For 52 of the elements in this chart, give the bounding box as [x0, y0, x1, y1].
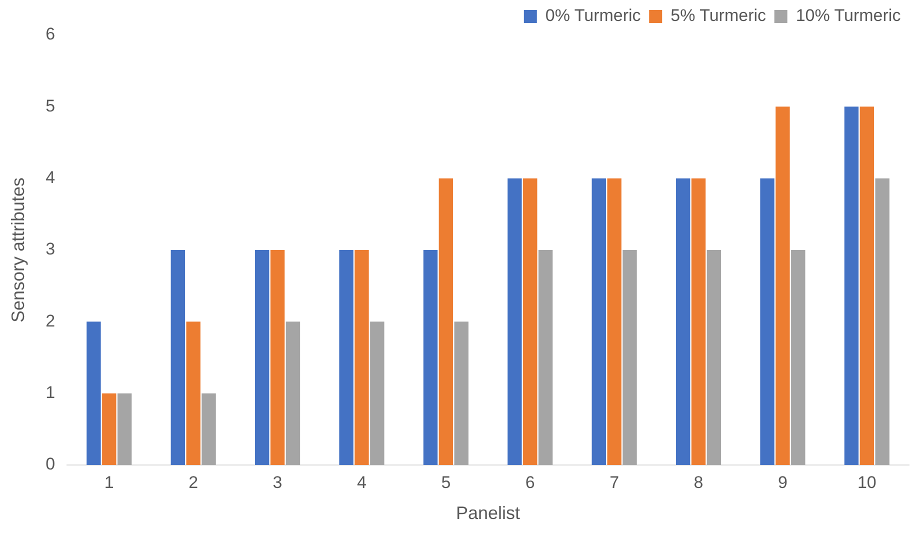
bar [370, 322, 384, 465]
x-tick-label: 2 [188, 472, 198, 492]
x-tick-label: 6 [525, 472, 535, 492]
bar [676, 178, 690, 465]
bar [454, 322, 468, 465]
bar [117, 393, 132, 465]
x-tick-label: 8 [694, 472, 704, 492]
bar [186, 322, 200, 465]
y-tick-label: 0 [46, 454, 56, 474]
bar [538, 250, 553, 465]
legend-label: 5% Turmeric [670, 6, 767, 26]
y-tick-label: 1 [46, 383, 56, 402]
bar [423, 250, 438, 465]
bar [607, 178, 622, 465]
y-tick-label: 6 [46, 24, 56, 44]
bar [844, 106, 859, 465]
bar [255, 250, 270, 465]
bar [438, 178, 454, 465]
x-tick-label: 9 [778, 472, 788, 492]
bar [706, 250, 722, 465]
bar [776, 106, 790, 465]
x-tick-label: 1 [104, 472, 114, 492]
bar [592, 178, 606, 465]
bar [339, 250, 354, 465]
y-tick-label: 3 [46, 240, 56, 259]
bar [875, 178, 890, 465]
y-tick-label: 5 [46, 96, 56, 116]
y-axis-title: Sensory attributes [8, 177, 28, 323]
bar [523, 178, 538, 465]
bar [508, 178, 522, 465]
bar [691, 178, 706, 465]
y-tick-label: 2 [46, 311, 56, 330]
bar [791, 250, 806, 465]
x-tick-label: 7 [610, 472, 620, 492]
bar [354, 250, 369, 465]
bar [286, 322, 300, 465]
legend-label: 0% Turmeric [545, 6, 642, 26]
y-tick-label: 4 [46, 168, 56, 188]
bar [760, 178, 774, 465]
x-tick-label: 5 [441, 472, 451, 492]
bar [202, 393, 216, 465]
x-tick-label: 4 [357, 472, 366, 492]
x-axis-title: Panelist [456, 503, 520, 524]
bar [86, 322, 101, 465]
bar [170, 250, 186, 465]
bar [860, 106, 874, 465]
bar [270, 250, 285, 465]
bar [102, 393, 116, 465]
x-tick-label: 3 [272, 472, 282, 492]
x-tick-label: 10 [857, 472, 876, 492]
bar [622, 250, 637, 465]
legend-label: 10% Turmeric [796, 6, 902, 26]
